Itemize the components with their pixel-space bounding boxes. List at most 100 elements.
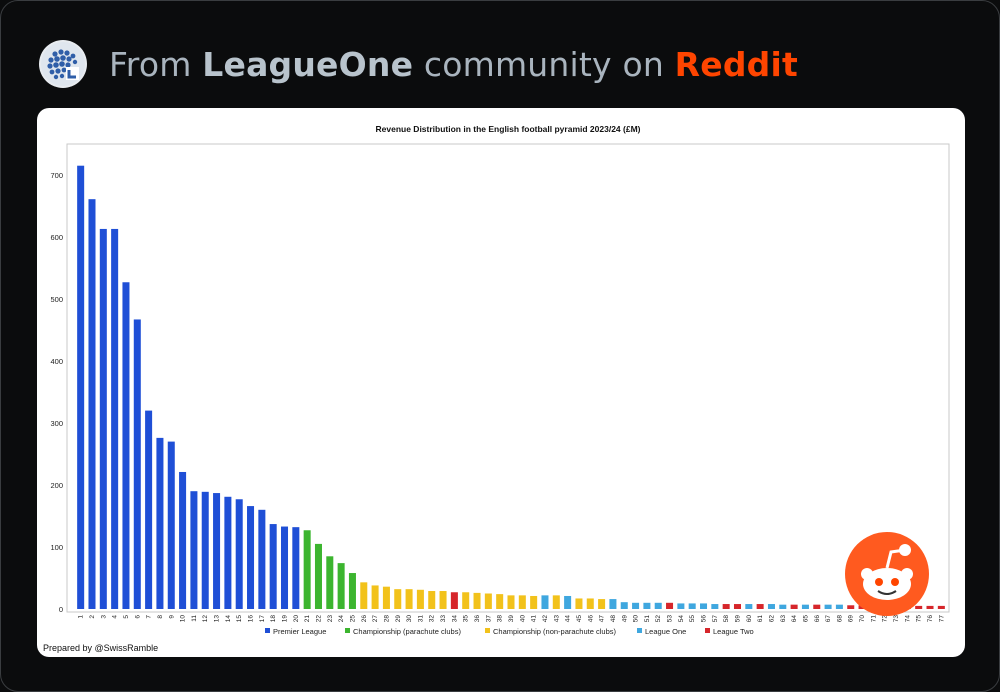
- x-tick-label: 65: [802, 615, 809, 623]
- plot-area: [66, 143, 950, 613]
- x-tick-label: 50: [633, 615, 640, 623]
- legend-label: Championship (parachute clubs): [353, 627, 461, 636]
- bar: [915, 605, 923, 609]
- bar: [473, 592, 481, 609]
- y-tick-label: 300: [50, 419, 63, 428]
- bar: [552, 595, 560, 609]
- bar: [654, 602, 662, 609]
- y-tick-label: 100: [50, 543, 63, 552]
- x-tick-label: 51: [644, 615, 651, 623]
- x-tick-label: 68: [836, 615, 843, 623]
- bar: [507, 595, 515, 609]
- legend-swatch: [485, 628, 490, 633]
- x-tick-label: 26: [361, 615, 368, 623]
- legend-label: Championship (non-parachute clubs): [493, 627, 616, 636]
- x-tick-label: 55: [689, 615, 696, 623]
- x-tick-label: 34: [451, 615, 458, 623]
- bar: [598, 599, 606, 609]
- y-tick-label: 200: [50, 481, 63, 490]
- community-name-link[interactable]: LeagueOne: [202, 44, 414, 84]
- x-tick-label: 45: [576, 615, 583, 623]
- x-tick-label: 15: [236, 615, 243, 623]
- bar: [416, 589, 424, 609]
- x-tick-label: 48: [610, 615, 617, 623]
- x-tick-label: 69: [848, 615, 855, 623]
- bar: [733, 604, 741, 609]
- x-tick-label: 35: [463, 615, 470, 623]
- x-tick-label: 28: [383, 615, 390, 623]
- x-tick-label: 27: [372, 615, 379, 623]
- legend-swatch: [265, 628, 270, 633]
- x-tick-label: 73: [893, 615, 900, 623]
- bar: [722, 604, 730, 609]
- y-tick-label: 400: [50, 357, 63, 366]
- x-tick-label: 32: [429, 615, 436, 623]
- x-tick-label: 61: [757, 615, 764, 623]
- x-tick-label: 31: [417, 615, 424, 623]
- x-tick-label: 46: [587, 615, 594, 623]
- bar: [145, 410, 153, 609]
- bar: [756, 604, 764, 609]
- x-tick-label: 3: [100, 615, 107, 619]
- x-tick-label: 36: [474, 615, 481, 623]
- x-tick-label: 41: [531, 615, 538, 623]
- bar: [813, 604, 821, 609]
- bar: [530, 595, 538, 609]
- chart-title: Revenue Distribution in the English foot…: [376, 124, 641, 134]
- x-tick-label: 23: [327, 615, 334, 623]
- bar: [314, 543, 322, 609]
- bar: [541, 595, 549, 609]
- bar: [711, 604, 719, 609]
- bar: [450, 592, 458, 609]
- bar: [666, 602, 674, 609]
- bar: [133, 319, 141, 609]
- bar: [167, 441, 175, 609]
- bar: [190, 491, 198, 609]
- revenue-chart: Revenue Distribution in the English foot…: [50, 124, 950, 636]
- bar: [281, 526, 289, 609]
- x-tick-label: 77: [938, 615, 945, 623]
- post-header: From LeagueOne community on Reddit: [39, 39, 798, 89]
- x-tick-label: 42: [542, 615, 549, 623]
- bar: [688, 603, 696, 609]
- x-tick-label: 12: [202, 615, 209, 623]
- x-tick-label: 57: [712, 615, 719, 623]
- legend-label: Premier League: [273, 627, 326, 636]
- bar: [224, 496, 232, 609]
- bar: [258, 509, 266, 609]
- x-tick-label: 30: [406, 615, 413, 623]
- x-tick-label: 62: [768, 615, 775, 623]
- bar: [111, 228, 119, 609]
- y-tick-label: 0: [59, 605, 63, 614]
- x-tick-label: 40: [519, 615, 526, 623]
- x-tick-label: 2: [89, 615, 96, 619]
- bar: [88, 199, 96, 609]
- bar: [292, 527, 300, 609]
- bar: [937, 605, 945, 609]
- reddit-link[interactable]: Reddit: [674, 44, 798, 84]
- bar: [213, 493, 221, 609]
- bar: [926, 605, 934, 609]
- bar: [745, 604, 753, 609]
- x-tick-label: 16: [248, 615, 255, 623]
- x-tick-label: 74: [904, 615, 911, 623]
- post-source-line: From LeagueOne community on Reddit: [109, 45, 798, 84]
- x-tick-label: 59: [734, 615, 741, 623]
- bar: [269, 524, 277, 609]
- bar: [122, 282, 130, 609]
- bar: [428, 591, 436, 609]
- bar: [496, 594, 504, 609]
- x-tick-label: 76: [927, 615, 934, 623]
- community-avatar[interactable]: [39, 40, 87, 88]
- x-tick-label: 9: [168, 615, 175, 619]
- x-tick-label: 39: [508, 615, 515, 623]
- y-tick-label: 600: [50, 233, 63, 242]
- x-tick-label: 11: [191, 615, 198, 622]
- bar: [179, 471, 187, 609]
- bar: [77, 165, 85, 609]
- x-tick-label: 14: [225, 615, 232, 623]
- bar: [609, 599, 617, 609]
- bar: [643, 602, 651, 609]
- bar: [835, 604, 843, 609]
